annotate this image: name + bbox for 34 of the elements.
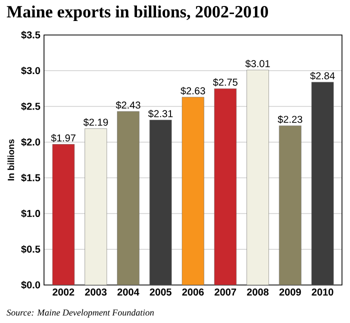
x-tick-label: 2007: [214, 288, 236, 296]
y-axis-title: In billions: [8, 139, 14, 180]
data-label: $1.97: [51, 134, 76, 142]
x-tick-label: 2002: [52, 288, 74, 296]
chart-title: Maine exports in billions, 2002-2010: [6, 6, 268, 21]
source-note: Source: Maine Development Foundation: [6, 309, 154, 318]
data-label: $2.31: [148, 110, 173, 118]
y-tick-label: $2.5: [21, 102, 40, 110]
y-tick-label: $2.0: [21, 138, 40, 146]
data-label: $2.23: [278, 115, 302, 124]
data-label: $2.63: [180, 86, 206, 95]
data-label: $2.75: [212, 78, 238, 86]
data-label: $2.19: [83, 118, 108, 126]
data-label: $2.84: [310, 72, 335, 80]
x-tick-label: 2010: [312, 288, 334, 296]
y-tick-label: $3.0: [21, 66, 40, 75]
data-label: $2.43: [116, 101, 140, 110]
bar: [214, 88, 237, 285]
x-tick-label: 2005: [150, 288, 172, 296]
x-tick-label: 2008: [246, 288, 269, 296]
x-tick-label: 2004: [117, 288, 140, 296]
bar: [311, 82, 334, 285]
y-tick-label: $1.5: [21, 174, 40, 182]
x-tick-label: 2003: [85, 288, 107, 296]
x-tick-label: 2009: [279, 288, 301, 296]
y-tick-label: $0.0: [21, 280, 40, 290]
bar: [246, 70, 269, 285]
y-tick-label: $3.5: [21, 30, 40, 40]
bar: [52, 144, 75, 285]
y-tick-label: $0.5: [21, 245, 40, 254]
x-tick-label: 2006: [182, 288, 204, 296]
bar: [182, 96, 204, 285]
data-label: $3.01: [245, 60, 270, 68]
y-tick-label: $1.0: [21, 209, 40, 218]
